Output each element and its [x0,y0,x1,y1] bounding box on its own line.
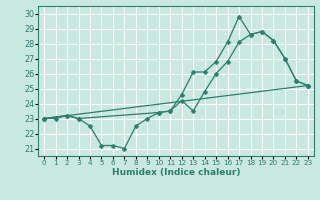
X-axis label: Humidex (Indice chaleur): Humidex (Indice chaleur) [112,168,240,177]
